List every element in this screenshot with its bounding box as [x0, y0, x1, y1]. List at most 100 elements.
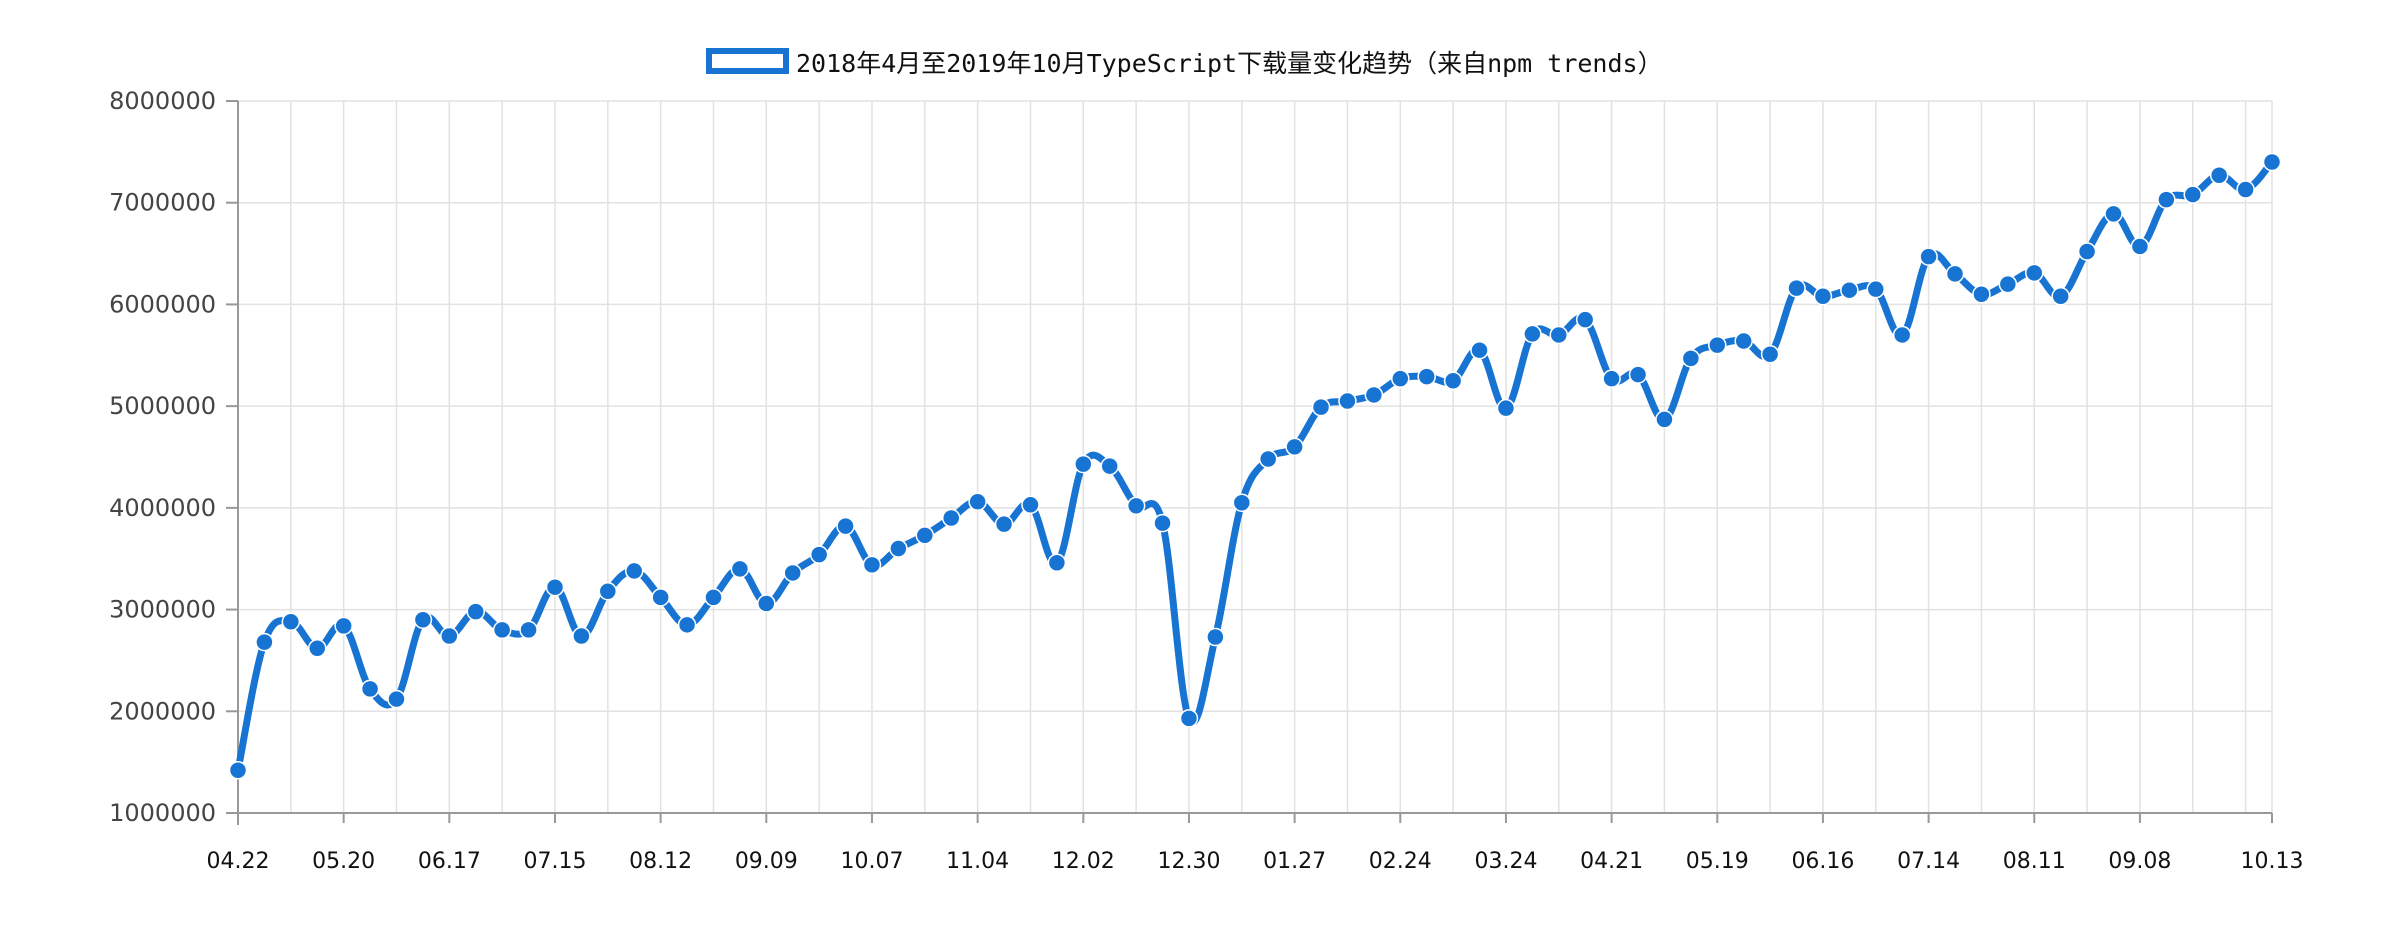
data-point[interactable]	[1734, 331, 1753, 351]
data-point[interactable]	[1206, 627, 1225, 647]
data-point[interactable]	[1575, 310, 1595, 329]
data-point[interactable]	[1866, 279, 1886, 299]
data-point[interactable]	[2157, 190, 2176, 209]
data-point[interactable]	[1972, 285, 1991, 304]
data-point[interactable]	[334, 616, 353, 636]
data-point[interactable]	[572, 626, 591, 646]
data-point[interactable]	[2262, 152, 2282, 172]
data-point[interactable]	[1892, 325, 1912, 345]
x-tick-label: 06.17	[418, 849, 481, 874]
data-point[interactable]	[2209, 166, 2229, 185]
data-point[interactable]	[1179, 709, 1199, 728]
data-point[interactable]	[2051, 287, 2070, 306]
data-point[interactable]	[2077, 242, 2097, 261]
data-point[interactable]	[1364, 385, 1384, 405]
data-point[interactable]	[1813, 287, 1833, 306]
data-point[interactable]	[677, 615, 697, 635]
data-point[interactable]	[228, 761, 248, 780]
x-tick-label: 01.27	[1263, 849, 1326, 874]
x-tick-label: 08.12	[629, 849, 692, 874]
data-point[interactable]	[968, 492, 987, 512]
data-point[interactable]	[783, 563, 802, 583]
data-point[interactable]	[307, 638, 327, 658]
data-point[interactable]	[941, 508, 961, 528]
series-line	[234, 158, 2276, 774]
data-point[interactable]	[598, 582, 618, 601]
legend-swatch[interactable]	[706, 48, 789, 74]
x-tick-label: 04.21	[1580, 849, 1643, 874]
data-point[interactable]	[730, 559, 750, 579]
data-point[interactable]	[1523, 324, 1542, 344]
x-tick-label: 10.07	[840, 849, 903, 874]
data-point[interactable]	[2183, 185, 2203, 204]
data-point[interactable]	[1047, 553, 1067, 573]
data-point[interactable]	[651, 588, 670, 607]
data-point[interactable]	[1708, 335, 1727, 355]
data-point[interactable]	[1919, 247, 1938, 266]
data-point[interactable]	[545, 577, 565, 597]
data-point[interactable]	[915, 526, 935, 545]
data-point[interactable]	[1338, 391, 1357, 411]
data-point[interactable]	[2236, 180, 2255, 199]
data-point[interactable]	[1602, 369, 1621, 388]
data-point[interactable]	[1655, 410, 1674, 429]
x-tick-label: 05.19	[1686, 849, 1749, 874]
y-axis-ticks: 1000000 2000000 3000000 4000000 5000000 60000…	[109, 87, 238, 827]
data-point[interactable]	[1681, 349, 1701, 368]
data-point[interactable]	[1496, 398, 1516, 418]
data-point[interactable]	[1998, 274, 2018, 294]
data-point[interactable]	[2104, 204, 2123, 224]
y-tick-label: 5000000	[109, 392, 216, 420]
data-point[interactable]	[492, 620, 512, 640]
data-point[interactable]	[360, 679, 380, 699]
data-point[interactable]	[387, 689, 406, 709]
data-point[interactable]	[704, 588, 723, 607]
data-point[interactable]	[1391, 369, 1410, 388]
data-point[interactable]	[809, 545, 829, 564]
data-point[interactable]	[466, 602, 485, 621]
data-point[interactable]	[1787, 278, 1806, 298]
data-point[interactable]	[1760, 345, 1780, 364]
data-point[interactable]	[255, 632, 274, 652]
data-point[interactable]	[2025, 263, 2044, 283]
data-point[interactable]	[1311, 397, 1331, 417]
data-point[interactable]	[624, 561, 644, 581]
x-axis-ticks: 04.22 05.20 06.17 07.15 08.12 09.09 10.07 11.04…	[207, 813, 2304, 874]
data-point[interactable]	[1126, 496, 1146, 516]
data-point[interactable]	[1470, 340, 1489, 360]
x-tick-label: 11.04	[946, 849, 1009, 874]
y-tick-label: 3000000	[109, 596, 216, 624]
data-point[interactable]	[1628, 365, 1648, 384]
data-point[interactable]	[2130, 237, 2150, 256]
data-point[interactable]	[1549, 325, 1569, 345]
chart-title: 2018年4月至2019年10月TypeScript下载量变化趋势（来自npm …	[796, 49, 1663, 78]
data-point[interactable]	[889, 539, 908, 558]
x-tick-label: 07.15	[523, 849, 586, 874]
data-point[interactable]	[1074, 454, 1093, 474]
x-tick-label: 12.30	[1157, 849, 1220, 874]
data-point[interactable]	[1232, 493, 1252, 513]
data-point[interactable]	[836, 516, 855, 536]
data-point[interactable]	[757, 594, 776, 613]
x-tick-label: 10.13	[2241, 849, 2304, 874]
data-point[interactable]	[994, 514, 1014, 534]
data-point[interactable]	[862, 555, 882, 575]
data-point[interactable]	[1945, 264, 1965, 284]
legend[interactable]: 2018年4月至2019年10月TypeScript下载量变化趋势（来自npm …	[706, 48, 1663, 78]
data-point[interactable]	[440, 626, 459, 646]
data-point[interactable]	[1021, 495, 1040, 515]
data-point[interactable]	[519, 620, 538, 640]
data-point[interactable]	[281, 612, 301, 632]
axes	[226, 101, 2272, 825]
x-tick-label: 09.09	[735, 849, 798, 874]
data-point[interactable]	[1153, 513, 1172, 533]
data-point[interactable]	[1100, 456, 1119, 476]
data-point[interactable]	[1417, 367, 1436, 386]
data-point[interactable]	[1285, 437, 1304, 457]
data-point[interactable]	[1258, 449, 1278, 469]
data-point[interactable]	[1443, 371, 1463, 390]
data-point[interactable]	[413, 610, 433, 629]
data-points	[228, 152, 2282, 780]
data-point[interactable]	[1840, 280, 1859, 300]
